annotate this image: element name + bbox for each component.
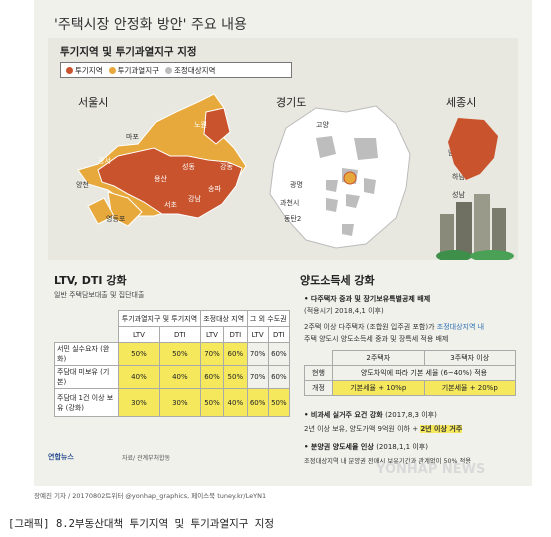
legend-dot-icon: [108, 66, 116, 74]
yonhap-logo: 연합뉴스: [48, 453, 74, 461]
sub-col: DTI: [223, 326, 248, 343]
map-label-seongnam: 성남: [452, 191, 465, 199]
col-group-speculation: 투기과열지구 및 투기지역: [118, 310, 201, 327]
col-group-metro: 그 외 수도권: [246, 310, 291, 327]
map-label-gangnam: 강남: [188, 195, 201, 203]
map-label-mapo: 마포: [126, 133, 139, 141]
table-row: 서민 실수요자 (완화) 50% 50% 70% 60% 70% 60%: [54, 342, 291, 366]
tax-s1-date: (적용시기 2018,4,1 이후): [304, 307, 384, 315]
tax-s2-body: 2년 이상 보유, 양도가액 9억원 이하 + 2년 이상 거주: [304, 425, 463, 433]
seoul-map: [77, 93, 247, 227]
image-caption: [그래픽] 8.2부동산대책 투기지역 및 투기과열지구 지정: [8, 518, 275, 530]
capital-gains-tax-section: 양도소득세 강화 • 다주택자 중과 및 장기보유특별공제 배제 (적용시기 2…: [300, 268, 518, 480]
map-label-yangcheon: 양천: [76, 181, 89, 189]
map-label-seocho: 서초: [164, 201, 177, 209]
map-label-seongdong: 성동: [182, 163, 195, 171]
legend-speculation-zone: 투기지역: [66, 65, 103, 76]
table-row: 현행 양도차익에 따라 기본 세율 (6~40%) 적용: [304, 365, 516, 381]
region-label-seoul: 서울시: [78, 96, 109, 109]
section-subtitle: 투기지역 및 투기과열지구 지정: [60, 46, 197, 58]
legend-overheated-zone: 투기과열지구: [108, 65, 159, 76]
sub-col: LTV: [118, 326, 160, 343]
tax-title: 양도소득세 강화: [300, 274, 375, 287]
sub-col: LTV: [246, 326, 269, 343]
tax-s3-heading: • 분양권 양도세율 인상 (2018,1,1 이후): [304, 443, 428, 451]
tax-s3-body: 조정대상지역 내 분양권 전매시 보유기간과 관계없이 50% 적용: [304, 458, 472, 465]
tax-s1-body1: 2주택 이상 다주택자 (조합원 입주권 포함)가 조정대상지역 내: [304, 323, 485, 331]
table-row: 개정 기본세율 + 10%p 기본세율 + 20%p: [304, 380, 516, 396]
region-label-gyeonggi: 경기도: [276, 96, 307, 109]
tax-rate-table: 2주택자 3주택자 이상 현행 양도차익에 따라 기본 세율 (6~40%) 적…: [304, 350, 516, 396]
tax-s1-heading: • 다주택자 중과 및 장기보유특별공제 배제: [304, 295, 431, 303]
page-title: '주택시장 안정화 방안' 주요 내용: [54, 17, 247, 33]
table-row: 주담대 1건 이상 보유 (강화) 30% 30% 50% 40% 60% 50…: [54, 388, 291, 417]
sub-col: DTI: [267, 326, 291, 343]
table-row: 주담대 미보유 (기본) 40% 40% 60% 50% 70% 60%: [54, 365, 291, 389]
map-label-gangseo: 강서: [98, 157, 111, 165]
map-label-yeongdeungpo: 영등포: [106, 215, 126, 223]
tax-s1-body2: 주택 양도시 양도소득세 중과 및 장특세 적용 배제: [304, 335, 449, 343]
legend-dot-icon: [165, 66, 173, 74]
legend-adjustment-zone: 조정대상지역: [165, 65, 215, 76]
designation-section: 투기지역 및 투기과열지구 지정 투기지역 투기과열지구 조정대상지역 서울시 …: [48, 38, 518, 260]
infographic-panel: '주택시장 안정화 방안' 주요 내용 투기지역 및 투기과열지구 지정 투기지…: [34, 0, 532, 486]
legend-dot-icon: [66, 66, 73, 74]
region-label-sejong: 세종시: [446, 96, 477, 109]
ltv-dti-section: LTV, DTI 강화 일반 주택담보대출 및 집단대출 투기과열지구 및 투기…: [48, 268, 291, 454]
map-label-goyang: 고양: [316, 121, 329, 129]
sejong-map: [448, 118, 498, 180]
gyeonggi-map: [269, 105, 411, 249]
map-label-songpa: 송파: [208, 185, 221, 193]
map-legend: 투기지역 투기과열지구 조정대상지역: [60, 62, 292, 78]
sub-col: LTV: [199, 326, 225, 343]
credit-line: 장예진 기자 / 20170802트위터 @yonhap_graphics, 페…: [34, 492, 267, 500]
ltv-title: LTV, DTI 강화: [54, 274, 127, 287]
tax-s2-heading: • 비과세 실거주 요건 강화 (2017,8,3 이후): [304, 411, 437, 419]
watermark: YONHAP NEWS: [376, 462, 486, 477]
apartment-illustration: [436, 194, 514, 260]
ltv-subtitle: 일반 주택담보대출 및 집단대출: [54, 291, 145, 299]
map-label-hanam: 하남: [452, 173, 465, 181]
map-label-gwangmyeong: 광명: [290, 181, 303, 189]
map-label-gwacheon: 과천시: [280, 199, 300, 207]
map-label-dongtan2: 동탄2: [284, 215, 302, 223]
sub-col: DTI: [158, 326, 201, 343]
ltv-table: 투기과열지구 및 투기지역 조정대상 지역 그 외 수도권 LTV DTI LT…: [54, 310, 291, 417]
source-note: 자료/ 관계부처합동: [122, 455, 171, 462]
col-group-adjustment: 조정대상 지역: [199, 310, 248, 327]
map-label-nowon: 노원: [194, 121, 207, 129]
map-label-yongsan: 용산: [154, 175, 167, 183]
map-label-gangdong: 강동: [220, 163, 233, 171]
